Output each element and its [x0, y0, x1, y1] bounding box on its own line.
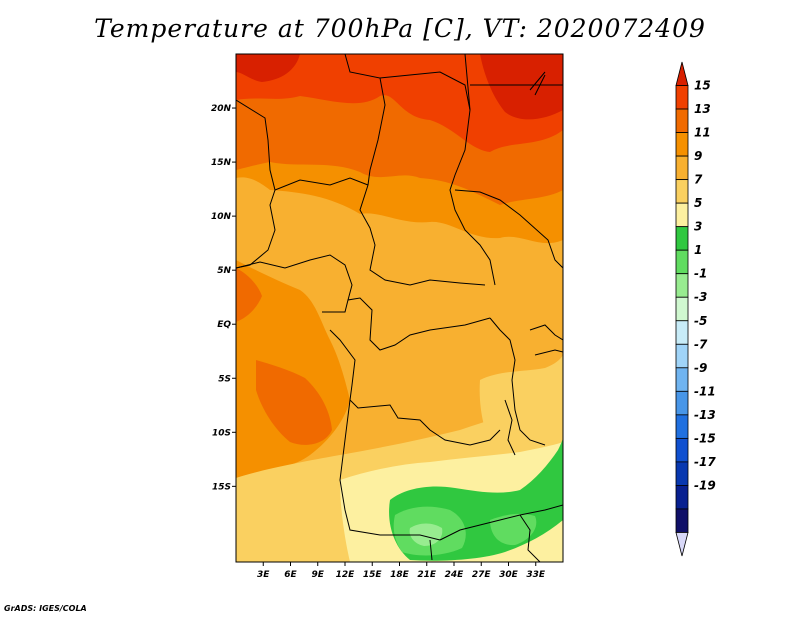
colorbar-swatch — [675, 508, 689, 533]
colorbar-swatch — [675, 343, 689, 369]
temperature-field — [236, 54, 563, 562]
colorbar-swatch — [675, 390, 689, 416]
colorbar-top-arrow — [675, 61, 689, 86]
colorbar-label: -17 — [694, 455, 716, 469]
colorbar-label: -13 — [694, 408, 716, 422]
colorbar-label: -9 — [694, 361, 707, 375]
lat-tick-label: 10S — [212, 428, 231, 438]
colorbar-swatch — [675, 485, 689, 510]
colorbar-label: 1 — [694, 243, 702, 257]
lon-tick-label: 33E — [526, 570, 546, 580]
lat-tick-label: 15N — [211, 158, 232, 168]
colorbar-label: -11 — [694, 384, 716, 398]
colorbar-swatch — [675, 296, 689, 322]
colorbar-label: 5 — [694, 196, 702, 210]
lon-tick-label: 21E — [417, 570, 437, 580]
border-lines — [344, 54, 486, 286]
lat-tick-label: 5S — [218, 374, 231, 384]
lon-tick-label: 27E — [472, 570, 492, 580]
colorbar-swatch — [675, 108, 689, 133]
colorbar-swatch — [675, 367, 689, 392]
colorbar-swatch — [675, 155, 689, 181]
colorbar-swatch — [675, 437, 689, 463]
border-lines — [529, 324, 563, 341]
country-borders — [236, 54, 563, 562]
border-lines — [464, 54, 471, 111]
border-lines — [439, 504, 563, 541]
colorbar-label: -5 — [694, 314, 707, 328]
colorbar-label: -7 — [694, 337, 708, 351]
lon-tick-label: 3E — [257, 570, 270, 580]
lat-tick-label: 5N — [217, 266, 231, 276]
region-atlantic-hot — [256, 360, 332, 445]
border-lines — [379, 71, 496, 286]
region-east-cool — [479, 355, 563, 471]
region-pale-green — [409, 523, 443, 546]
lon-tick-label: 9E — [312, 570, 325, 580]
lon-tick-label: 15E — [363, 570, 383, 580]
border-lines — [236, 254, 353, 301]
colorbar-swatch — [675, 273, 689, 298]
border-lines — [529, 71, 546, 96]
colorbar-label: 15 — [694, 79, 711, 93]
colorbar-label: 11 — [694, 126, 711, 140]
colorbar: 15 13 11 9 7 5 3 1 -1 -3 -5 -7 -9 -11 -13 -15 -17 -19 — [675, 61, 716, 557]
lat-tick-label: 10N — [211, 212, 232, 222]
colorbar-label: 3 — [694, 220, 702, 234]
colorbar-label: 13 — [694, 102, 711, 116]
latitude-axis: 20N 15N 10N 5N EQ 5S 10S 15S — [211, 104, 236, 492]
border-lines — [274, 177, 369, 191]
region-north-east-hot — [480, 54, 563, 120]
colorbar-label: -19 — [694, 478, 716, 492]
lon-tick-label: 12E — [336, 570, 356, 580]
border-lines — [489, 317, 546, 446]
region-gulf-warm — [236, 268, 262, 322]
border-lines — [534, 349, 563, 356]
region-north-hot — [236, 54, 563, 152]
lon-tick-label: 24E — [445, 570, 465, 580]
border-lines — [322, 297, 491, 351]
lat-tick-label: 15S — [212, 482, 231, 492]
colorbar-swatch — [675, 414, 689, 439]
border-lines — [504, 399, 516, 456]
colorbar-label: -15 — [694, 431, 716, 445]
colorbar-swatch — [675, 320, 689, 345]
chart-title: Temperature at 700hPa [C], VT: 202007240… — [94, 14, 706, 43]
lon-tick-label: 30E — [499, 570, 519, 580]
colorbar-swatch — [675, 85, 689, 110]
colorbar-swatch — [675, 179, 689, 204]
lat-tick-label: EQ — [217, 320, 231, 330]
lon-tick-label: 18E — [390, 570, 410, 580]
colorbar-swatch — [675, 226, 689, 251]
border-lines — [429, 539, 433, 561]
colorbar-label: 9 — [694, 149, 702, 163]
colorbar-swatch — [675, 249, 689, 275]
border-lines — [236, 99, 276, 269]
region-north-west-hot — [236, 54, 300, 82]
longitude-axis: 3E 6E 9E 12E 15E 18E 21E 24E 27E 30E 33E — [257, 562, 546, 580]
grads-footer: GrADS: IGES/COLA — [4, 604, 87, 613]
lon-tick-label: 6E — [284, 570, 297, 580]
border-lines — [519, 514, 541, 562]
colorbar-label: -1 — [694, 267, 707, 281]
lat-tick-label: 20N — [211, 104, 232, 114]
border-lines — [339, 399, 441, 541]
colorbar-label: 7 — [694, 173, 703, 187]
colorbar-swatch — [675, 461, 689, 486]
border-lines — [329, 329, 501, 446]
colorbar-label: -3 — [694, 290, 707, 304]
colorbar-swatch — [675, 132, 689, 157]
colorbar-bottom-arrow — [675, 532, 689, 557]
border-lines — [454, 189, 563, 269]
colorbar-swatch — [675, 202, 689, 228]
